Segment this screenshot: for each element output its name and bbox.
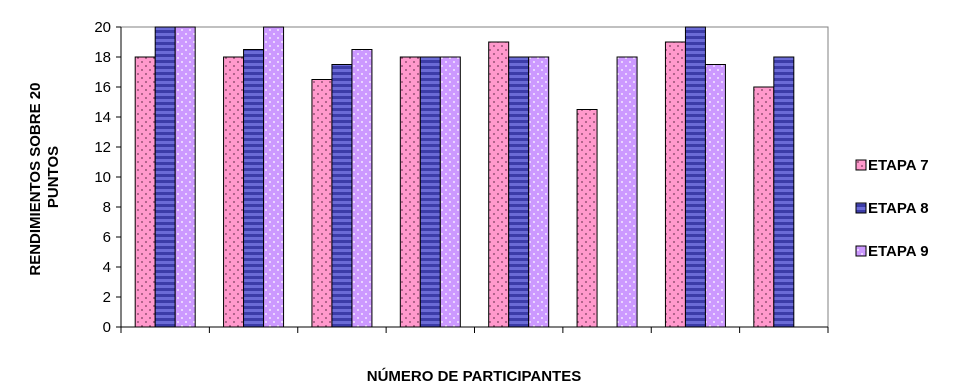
y-tick-label: 0: [103, 319, 111, 336]
y-tick-label: 16: [94, 79, 111, 96]
bar-series-2-group-4: [419, 56, 441, 328]
legend-label-2: ETAPA 8: [868, 200, 929, 217]
bars-group: [134, 26, 795, 328]
y-tick-label: 2: [103, 289, 111, 306]
legend-label-3: ETAPA 9: [868, 243, 929, 260]
bar-series-1-group-3: [311, 79, 333, 328]
bar-series-2-group-1: [154, 26, 176, 328]
bar-series-1-group-1: [134, 56, 156, 328]
bar-series-2-group-5: [508, 56, 530, 328]
legend-swatch-1: [855, 159, 867, 171]
x-axis-title: NÚMERO DE PARTICIPANTES: [367, 367, 581, 385]
y-tick-label: 20: [94, 19, 111, 36]
legend-label-1: ETAPA 7: [868, 157, 929, 174]
y-tick-label: 14: [94, 109, 111, 126]
bar-series-1-group-5: [488, 41, 510, 328]
bar-series-3-group-7: [704, 64, 726, 328]
y-tick-label: 10: [94, 169, 111, 186]
bar-series-3-group-2: [263, 26, 285, 328]
y-axis-title: RENDIMIENTOS SOBRE 20 PUNTOS: [27, 78, 62, 275]
bar-series-1-group-6: [576, 109, 598, 328]
y-tick-label: 4: [103, 259, 111, 276]
y-tick-label: 6: [103, 229, 111, 246]
y-tick-label: 18: [94, 49, 111, 66]
y-axis-ticks: 0 2 4 6 8 10 12 14 16 18 20: [94, 19, 121, 336]
bar-series-3-group-4: [439, 56, 461, 328]
bar-series-1-group-8: [753, 86, 775, 328]
bar-series-2-group-2: [243, 49, 265, 328]
y-axis-title-line-1: RENDIMIENTOS SOBRE 20: [27, 83, 44, 276]
bar-series-3-group-1: [174, 26, 196, 328]
bar-series-3-group-3: [351, 49, 373, 328]
x-axis-ticks: [120, 327, 829, 333]
y-axis-title-line-2: PUNTOS: [45, 146, 62, 208]
legend-swatch-2: [855, 202, 867, 214]
y-tick-label: 12: [94, 139, 111, 156]
bar-series-3-group-6: [616, 56, 638, 328]
bar-series-1-group-2: [223, 56, 245, 328]
bar-series-2-group-8: [773, 56, 795, 328]
legend-swatch-3: [855, 245, 867, 257]
bar-series-1-group-7: [664, 41, 686, 328]
bar-series-2-group-3: [331, 64, 353, 328]
bar-series-3-group-5: [528, 56, 550, 328]
y-tick-label: 8: [103, 199, 111, 216]
bar-series-1-group-4: [399, 56, 421, 328]
bar-series-2-group-7: [684, 26, 706, 328]
legend: ETAPA 7 ETAPA 8 ETAPA 9: [855, 157, 929, 260]
